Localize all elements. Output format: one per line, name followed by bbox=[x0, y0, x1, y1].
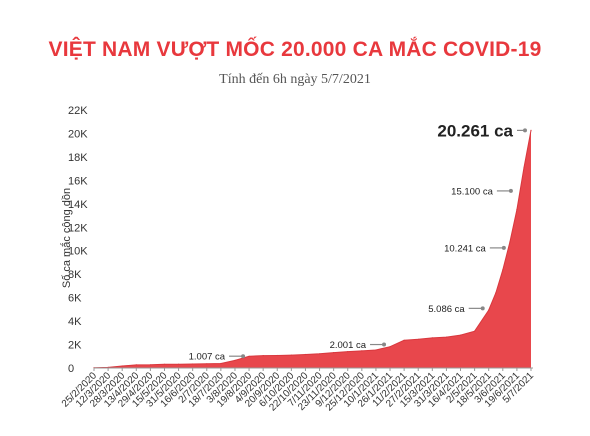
y-tick-label: 20K bbox=[68, 128, 88, 140]
data-point bbox=[417, 338, 419, 340]
data-point bbox=[347, 351, 349, 353]
data-point bbox=[192, 363, 194, 365]
data-point bbox=[431, 337, 433, 339]
data-point bbox=[121, 365, 123, 367]
data-point bbox=[516, 209, 518, 211]
data-point bbox=[488, 309, 490, 311]
y-tick-label: 6K bbox=[68, 293, 82, 305]
y-tick-label: 22K bbox=[68, 105, 88, 117]
y-tick-label: 12K bbox=[68, 222, 88, 234]
chart-title: VIỆT NAM VƯỢT MỐC 20.000 CA MẮC COVID-19 bbox=[48, 38, 542, 61]
y-tick-label: 0 bbox=[68, 363, 74, 375]
data-point bbox=[149, 364, 151, 366]
data-point bbox=[530, 129, 532, 131]
data-point bbox=[474, 330, 476, 332]
y-tick-label: 10K bbox=[68, 246, 88, 258]
annotation-label: 20.261 ca bbox=[437, 121, 513, 140]
annotation-dot bbox=[523, 128, 527, 133]
data-point bbox=[178, 363, 180, 365]
y-tick-label: 14K bbox=[68, 199, 88, 211]
y-tick-label: 16K bbox=[68, 175, 88, 187]
data-point bbox=[459, 334, 462, 336]
annotation-dot bbox=[382, 342, 387, 347]
annotation-label: 15.100 ca bbox=[451, 186, 493, 197]
data-point bbox=[523, 166, 525, 169]
data-point bbox=[290, 354, 292, 356]
data-point bbox=[389, 346, 391, 348]
data-point bbox=[361, 350, 363, 352]
data-point bbox=[318, 353, 321, 355]
data-point bbox=[333, 352, 335, 354]
data-point bbox=[509, 241, 511, 243]
data-point bbox=[502, 269, 504, 271]
data-point bbox=[262, 355, 264, 357]
y-tick-label: 18K bbox=[68, 152, 88, 164]
data-point bbox=[276, 354, 278, 357]
chart-subtitle: Tính đến 6h ngày 5/7/2021 bbox=[219, 72, 371, 87]
annotation-label: 1.007 ca bbox=[189, 352, 226, 363]
annotation-label: 10.241 ca bbox=[444, 243, 486, 254]
data-point bbox=[234, 359, 236, 361]
annotation-dot bbox=[241, 354, 246, 359]
annotation-dot bbox=[480, 306, 485, 311]
annotation-label: 5.086 ca bbox=[428, 304, 465, 315]
data-point bbox=[403, 339, 405, 341]
annotation-label: 2.001 ca bbox=[330, 340, 367, 351]
data-point bbox=[220, 362, 222, 365]
data-point bbox=[135, 364, 137, 366]
data-point bbox=[445, 336, 447, 338]
data-point bbox=[375, 349, 377, 351]
data-point bbox=[248, 355, 250, 357]
annotation-dot bbox=[508, 188, 513, 193]
y-tick-label: 8K bbox=[68, 269, 82, 281]
data-point bbox=[304, 353, 307, 356]
y-tick-label: 4K bbox=[68, 316, 82, 328]
series-area bbox=[94, 130, 531, 368]
data-point bbox=[163, 363, 166, 365]
data-point bbox=[206, 363, 208, 365]
data-point bbox=[495, 292, 497, 294]
y-tick-label: 2K bbox=[68, 340, 82, 352]
annotation-dot bbox=[501, 245, 506, 250]
